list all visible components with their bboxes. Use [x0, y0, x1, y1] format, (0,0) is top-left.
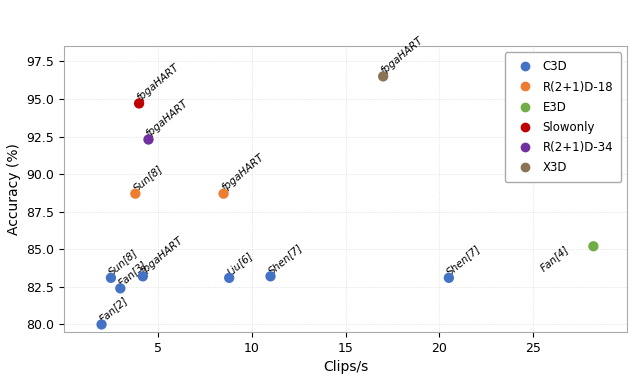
Point	[218, 191, 228, 197]
Text: Fan[2]: Fan[2]	[97, 295, 129, 324]
Point	[134, 100, 144, 107]
Point	[224, 275, 234, 281]
Point	[138, 273, 148, 279]
Text: Shen[7]: Shen[7]	[445, 243, 483, 277]
Text: Shen[7]: Shen[7]	[266, 242, 304, 276]
X-axis label: Clips/s: Clips/s	[323, 360, 368, 374]
Point	[266, 273, 276, 279]
Text: fpgaHART: fpgaHART	[220, 152, 266, 193]
Legend: C3D, R(2+1)D-18, E3D, Slowonly, R(2+1)D-34, X3D: C3D, R(2+1)D-18, E3D, Slowonly, R(2+1)D-…	[504, 52, 621, 182]
Text: fpgaHART: fpgaHART	[144, 98, 190, 139]
Point	[378, 73, 388, 80]
Point	[106, 275, 116, 281]
Point	[444, 275, 454, 281]
Text: Sun[8]: Sun[8]	[107, 247, 140, 277]
Y-axis label: Accuracy (%): Accuracy (%)	[7, 143, 20, 235]
Text: Liu[6]: Liu[6]	[225, 250, 254, 277]
Text: Fan[4]: Fan[4]	[538, 244, 570, 273]
Text: fpgaHART: fpgaHART	[139, 235, 185, 276]
Text: fpgaHART: fpgaHART	[379, 35, 425, 76]
Text: Sun[8]: Sun[8]	[131, 163, 164, 193]
Point	[588, 243, 598, 249]
Point	[130, 191, 140, 197]
Text: Fan[3]: Fan[3]	[116, 258, 148, 288]
Point	[143, 136, 154, 142]
Point	[115, 285, 125, 291]
Text: fpgaHART: fpgaHART	[135, 62, 181, 103]
Point	[97, 322, 107, 328]
